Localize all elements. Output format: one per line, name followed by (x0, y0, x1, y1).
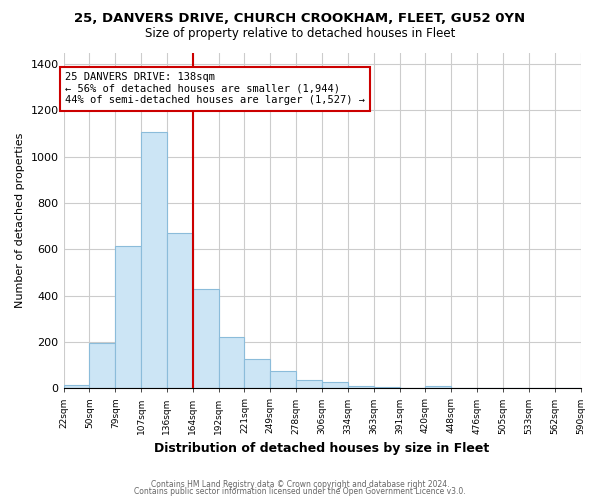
Bar (244, 360, 271, 388)
Text: Size of property relative to detached houses in Fleet: Size of property relative to detached ho… (145, 28, 455, 40)
Bar (89, 343, 115, 388)
Bar (167, 233, 193, 388)
Bar (218, 338, 244, 388)
Bar (64, 385, 89, 388)
Text: Contains public sector information licensed under the Open Government Licence v3: Contains public sector information licen… (134, 488, 466, 496)
Bar (348, 386, 374, 388)
Bar (115, 246, 141, 388)
Bar (374, 387, 400, 388)
Bar (193, 288, 218, 388)
Y-axis label: Number of detached properties: Number of detached properties (15, 132, 25, 308)
Bar (271, 371, 296, 388)
Text: Contains HM Land Registry data © Crown copyright and database right 2024.: Contains HM Land Registry data © Crown c… (151, 480, 449, 489)
Bar (322, 382, 348, 388)
Text: 25 DANVERS DRIVE: 138sqm
← 56% of detached houses are smaller (1,944)
44% of sem: 25 DANVERS DRIVE: 138sqm ← 56% of detach… (65, 72, 365, 106)
Bar (141, 132, 167, 388)
X-axis label: Distribution of detached houses by size in Fleet: Distribution of detached houses by size … (154, 442, 490, 455)
Bar (296, 380, 322, 388)
Text: 25, DANVERS DRIVE, CHURCH CROOKHAM, FLEET, GU52 0YN: 25, DANVERS DRIVE, CHURCH CROOKHAM, FLEE… (74, 12, 526, 26)
Bar (425, 386, 451, 388)
